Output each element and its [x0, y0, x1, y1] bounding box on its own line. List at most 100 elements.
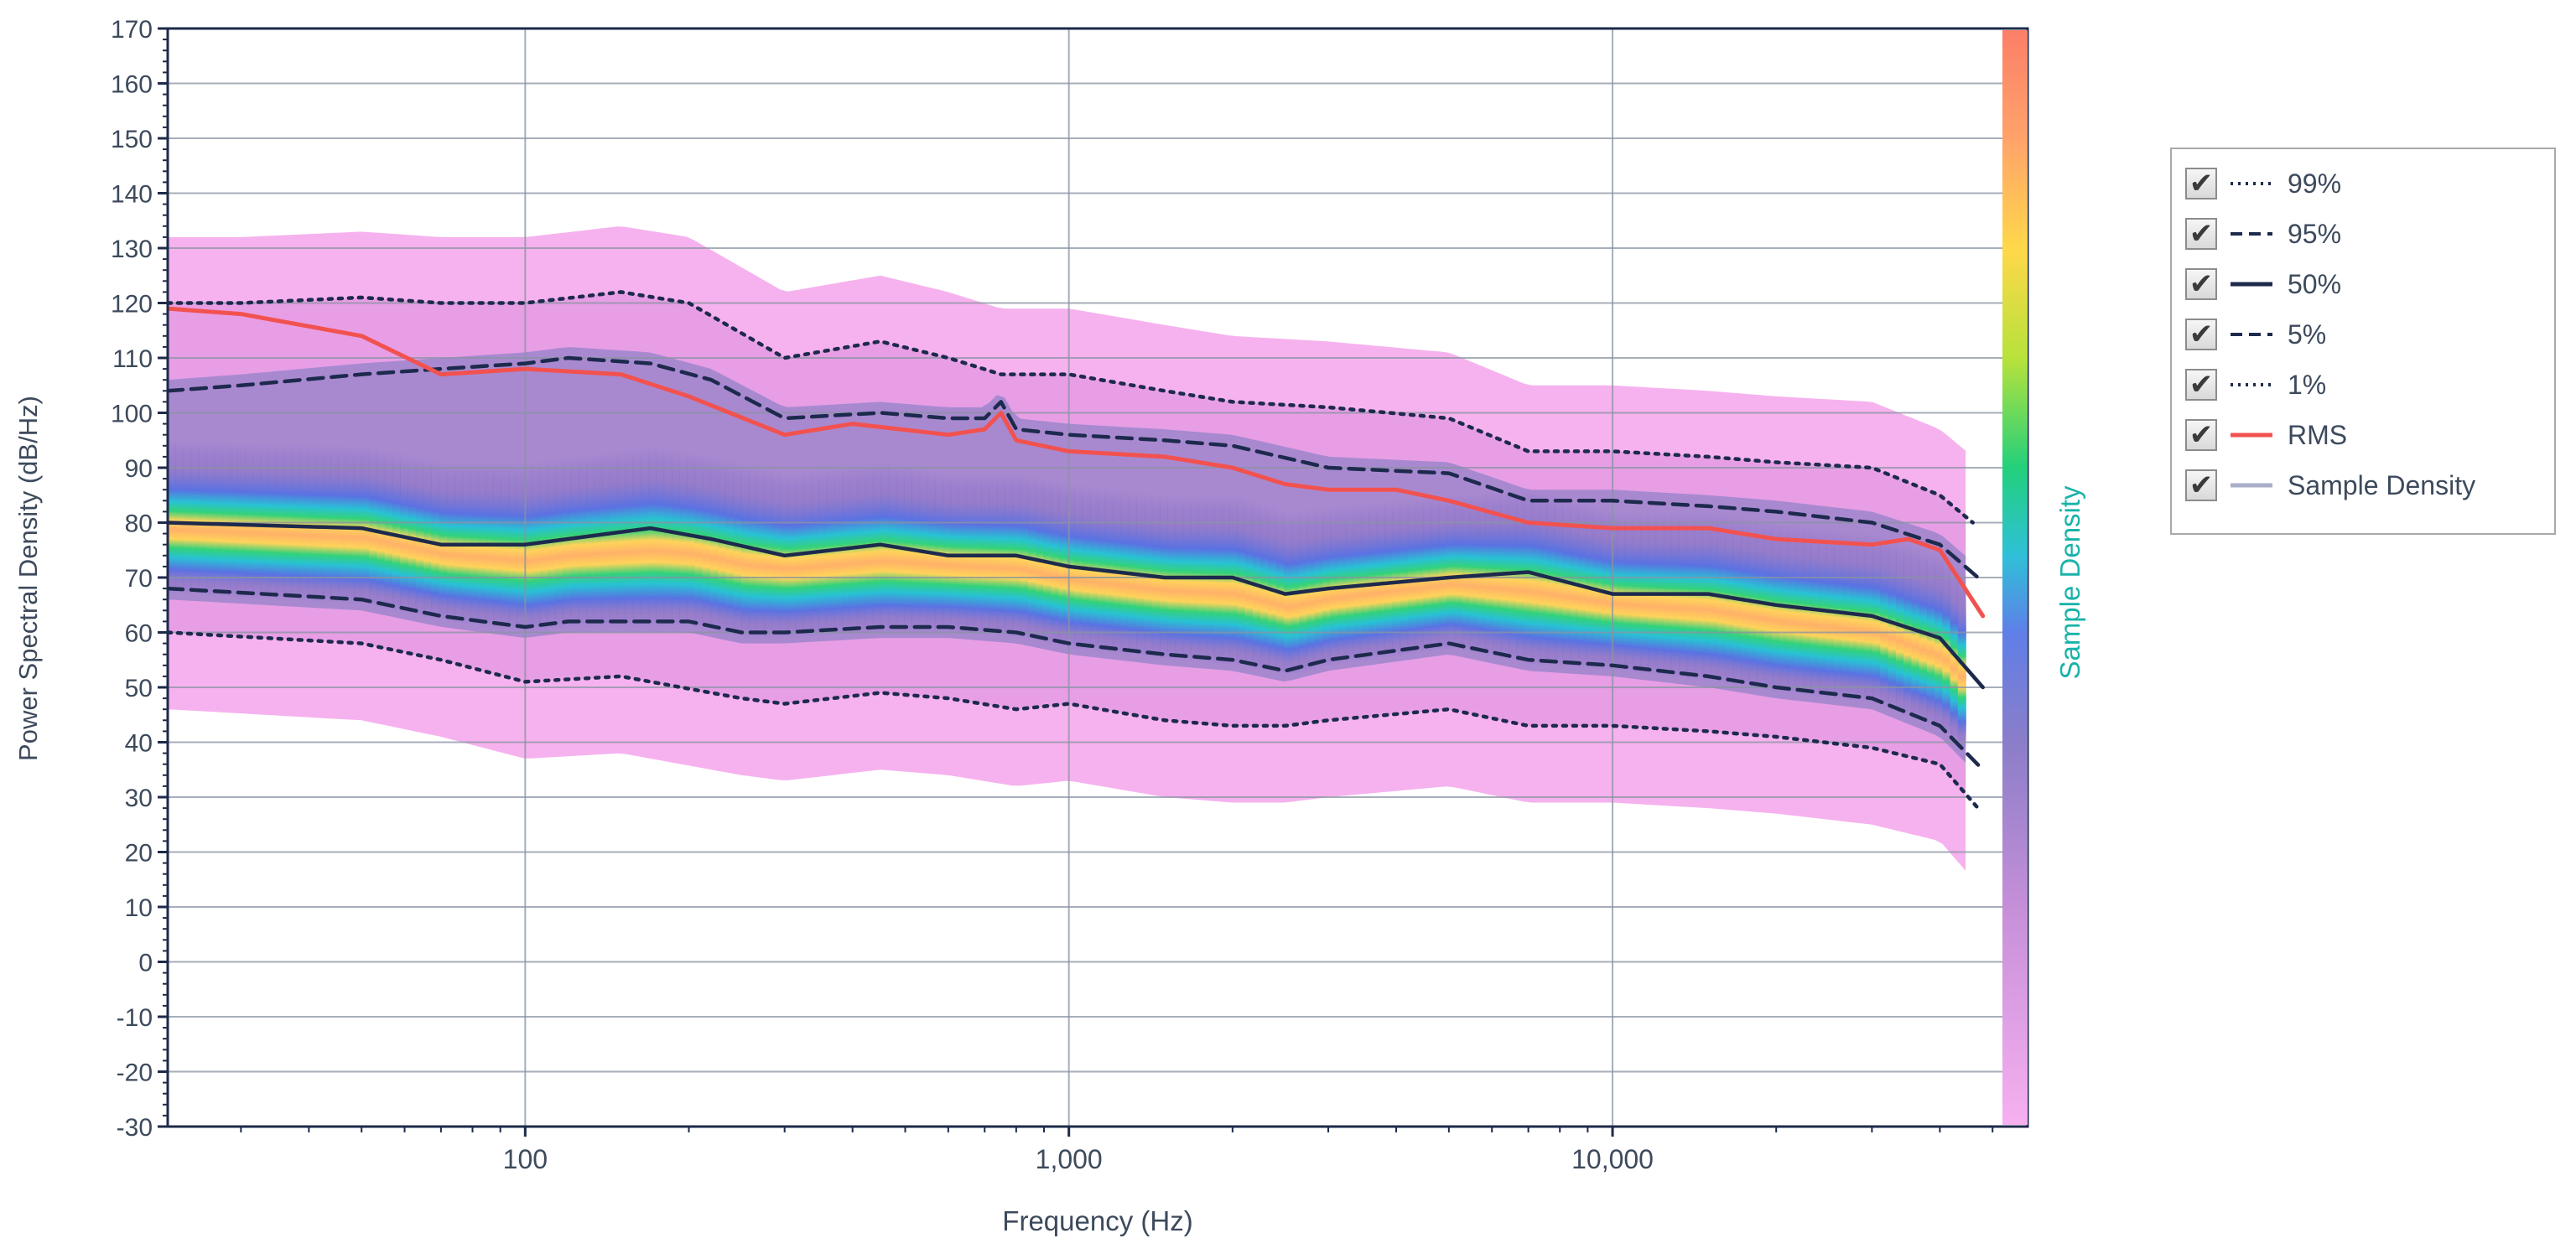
density-core-column [1601, 508, 1610, 671]
density-core-column [1337, 505, 1347, 665]
density-core-column [345, 445, 355, 604]
density-core-column [206, 441, 216, 597]
legend-item-sample-density[interactable]: ✔ Sample Density [2185, 463, 2475, 508]
checkbox-checked-icon[interactable]: ✔ [2185, 419, 2217, 451]
y-tick-label: 120 [111, 291, 153, 319]
density-core-column [609, 451, 618, 627]
y-tick-label: -10 [117, 1004, 153, 1032]
density-core-column [1353, 504, 1362, 662]
density-core-column [1229, 495, 1239, 666]
checkbox-checked-icon[interactable]: ✔ [2185, 469, 2217, 501]
density-core-column [1423, 497, 1432, 653]
y-tick-label: 70 [125, 565, 153, 593]
density-core-column [586, 453, 595, 627]
x-tick-label: 100 [503, 1144, 548, 1174]
density-core-column [663, 448, 673, 627]
density-core-column [190, 441, 200, 596]
density-core-column [1794, 525, 1804, 696]
density-core-column [1756, 519, 1765, 690]
legend-item-99[interactable]: ✔ 99% [2185, 161, 2341, 206]
density-core-column [555, 458, 564, 629]
density-core-column [943, 472, 952, 633]
density-core-column [539, 460, 548, 631]
y-tick-label: 90 [125, 455, 153, 483]
density-core-column [656, 447, 665, 627]
density-core-column [353, 445, 362, 605]
density-core-column [1841, 530, 1851, 701]
density-core-column [563, 457, 572, 628]
density-core-column [1617, 511, 1626, 671]
density-core-column [237, 442, 247, 598]
legend-label: RMS [2288, 419, 2348, 450]
density-core-column [578, 455, 587, 627]
checkbox-checked-icon[interactable]: ✔ [2185, 168, 2217, 199]
gridlines [168, 28, 2028, 1127]
y-tick-label: 150 [111, 126, 153, 153]
density-core-column [1345, 505, 1354, 663]
density-core-column [361, 445, 370, 605]
y-tick-label: -20 [117, 1060, 153, 1087]
density-core-column [214, 441, 223, 597]
y-tick-label: 10 [125, 894, 153, 922]
density-core-column [648, 446, 657, 627]
legend-label: 1% [2288, 369, 2327, 400]
density-core-column [671, 449, 680, 627]
density-core-column [392, 452, 401, 612]
legend-label: 5% [2288, 319, 2327, 350]
rms-line-swatch [2231, 433, 2272, 438]
density-core-column [1330, 505, 1339, 666]
density-core-column [958, 473, 967, 634]
density-core-column [408, 455, 417, 615]
checkbox-checked-icon[interactable]: ✔ [2185, 319, 2217, 350]
density-core-column [1361, 503, 1370, 661]
y-axis-ticks: 1701601501401301201101009080706050403020… [111, 16, 168, 1142]
checkbox-checked-icon[interactable]: ✔ [2185, 369, 2217, 401]
density-line-swatch [2231, 483, 2272, 488]
density-core-column [1810, 526, 1820, 697]
checkbox-checked-icon[interactable]: ✔ [2185, 218, 2217, 250]
checkbox-checked-icon[interactable]: ✔ [2185, 268, 2217, 300]
colorbar [2002, 30, 2028, 1125]
x-axis-ticks: 100 1,000 10,000 [240, 1127, 1994, 1174]
dotted-line-swatch [2231, 182, 2272, 185]
density-core-column [702, 455, 711, 630]
density-core-column [1748, 518, 1758, 689]
series-line-1pct [168, 630, 1981, 811]
density-core-column [1376, 501, 1385, 659]
y-tick-label: -30 [117, 1114, 153, 1142]
density-core-column [625, 448, 634, 627]
density-core-column [1826, 528, 1835, 699]
density-core-column [1732, 516, 1742, 686]
legend-item-95[interactable]: ✔ 95% [2185, 211, 2341, 256]
density-core-column [842, 466, 850, 635]
solid-line-swatch [2231, 282, 2272, 287]
density-core-column [1772, 521, 1780, 692]
density-core-column [1469, 494, 1478, 654]
density-core-column [221, 442, 231, 598]
y-tick-label: 20 [125, 840, 153, 868]
density-core-column [1221, 495, 1230, 665]
series-line-50pct [168, 521, 1985, 690]
density-core-column [1368, 502, 1378, 661]
legend-item-1[interactable]: ✔ 1% [2185, 362, 2326, 407]
density-core-column [1431, 496, 1440, 652]
legend-item-5[interactable]: ✔ 5% [2185, 312, 2326, 357]
colorbar-label: Sample Density [2054, 485, 2085, 680]
legend-item-50[interactable]: ✔ 50% [2185, 262, 2341, 307]
legend-label: Sample Density [2288, 469, 2476, 500]
density-core-column [377, 448, 386, 609]
legend-item-rms[interactable]: ✔ RMS [2185, 412, 2347, 458]
density-core-column [749, 465, 758, 639]
density-core-column [268, 443, 278, 600]
density-core-column [1903, 543, 1913, 717]
density-core-column [725, 459, 735, 635]
density-core-column [322, 444, 331, 604]
density-core-column [276, 443, 285, 600]
legend: ✔ 99% ✔ 95% ✔ 50% ✔ 5% ✔ 1% ✔ RMS ✔ Samp… [2170, 148, 2556, 535]
density-core-column [168, 440, 176, 594]
x-axis-label: Frequency (Hz) [1002, 1205, 1192, 1236]
y-tick-label: 130 [111, 236, 153, 263]
y-tick-label: 50 [125, 675, 153, 702]
density-core-column [183, 440, 192, 595]
density-core-column [1508, 490, 1517, 661]
